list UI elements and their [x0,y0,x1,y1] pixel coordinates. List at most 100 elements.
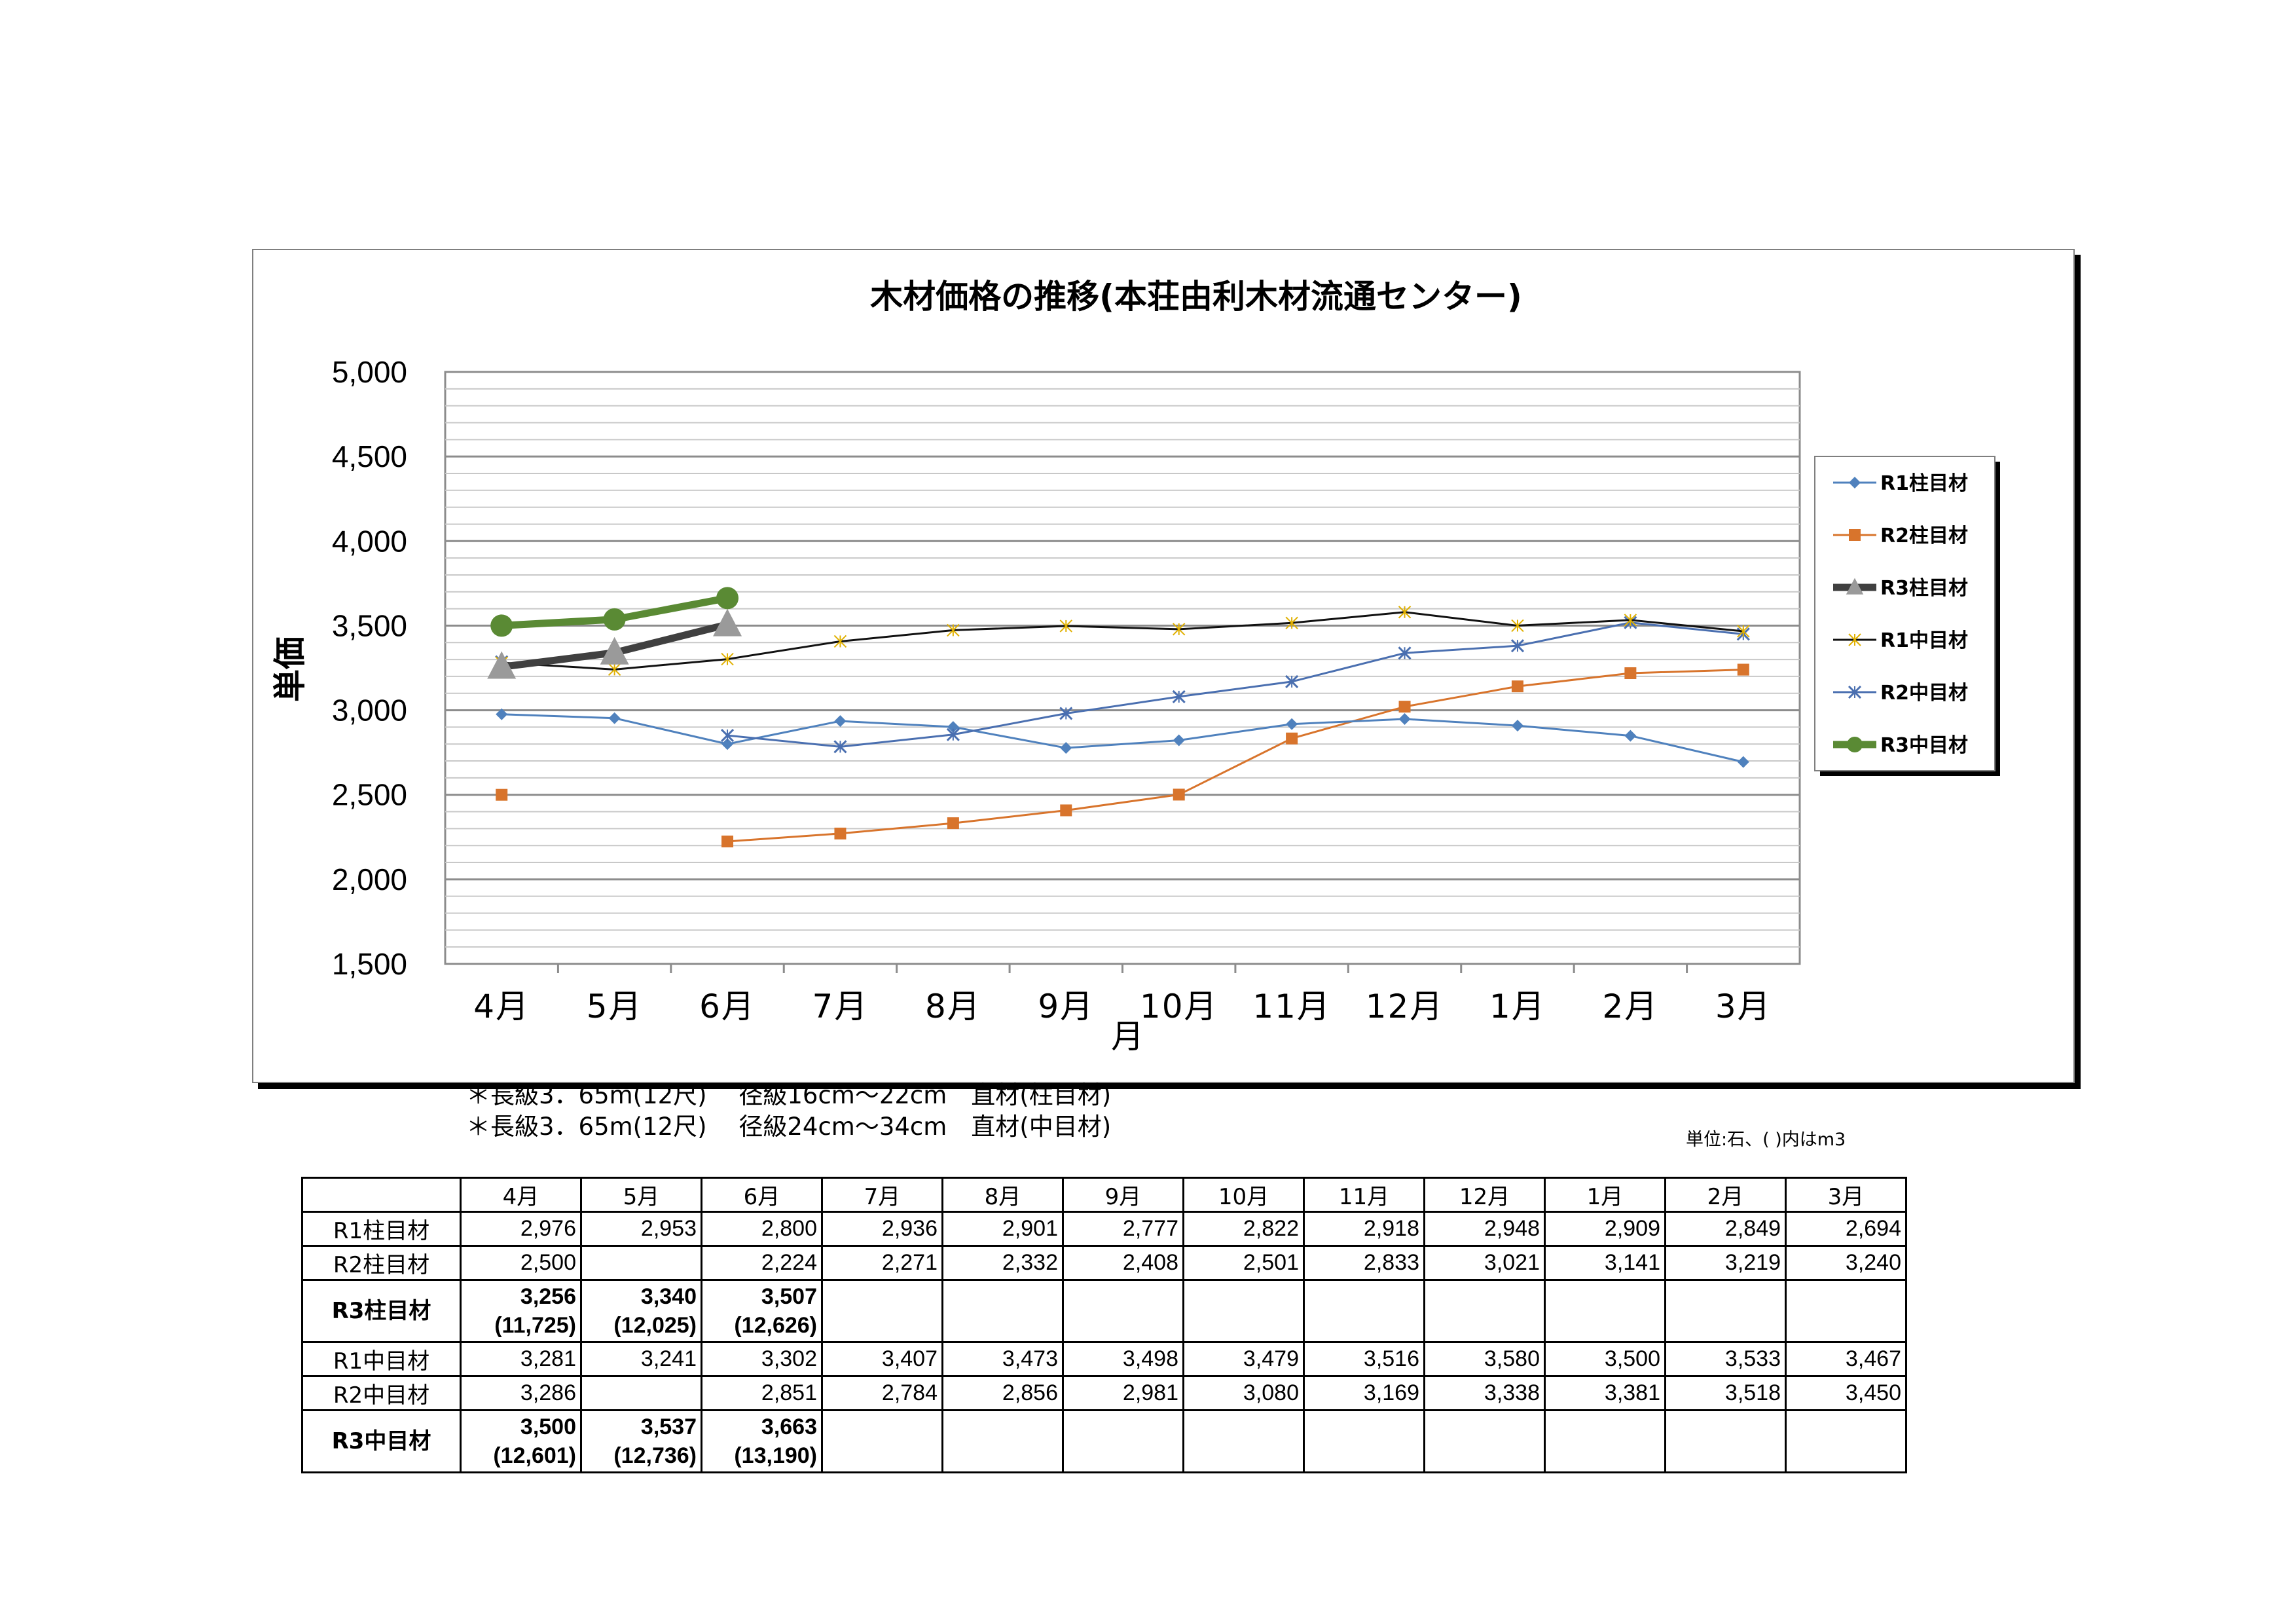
table-cell [1423,1409,1546,1473]
legend-marker [1848,685,1862,699]
table-cell: 3,241 [580,1341,702,1377]
y-tick-label: 5,000 [332,355,407,389]
cell-value: 3,507 [761,1284,817,1309]
data-point [608,663,621,676]
table-cell [1785,1409,1907,1473]
x-tick-label: 6月 [699,987,756,1025]
table-cell: 2,856 [941,1375,1064,1411]
data-point [1060,804,1072,817]
legend-item: R1中目材 [1833,629,1968,652]
x-tick-label: 3月 [1715,987,1772,1025]
table-cell [1182,1279,1305,1343]
table-row: R3中目材 3,500 (12,601) 3,537 (12,736) 3,663 (13,… [301,1409,1907,1473]
table-cell: 2,948 [1423,1211,1546,1247]
data-point [1059,707,1073,720]
table-cell: 3,580 [1423,1341,1546,1377]
series-1 [496,708,1749,768]
table-cell: 2,909 [1544,1211,1666,1247]
table-cell: 2,822 [1182,1211,1305,1247]
table-cell: 3,479 [1182,1341,1305,1377]
data-point [1737,625,1750,638]
table-header-cell: 3月 [1785,1177,1907,1213]
y-tick-label: 2,500 [332,778,407,812]
legend-marker [1846,578,1864,595]
table-cell: 3,169 [1303,1375,1425,1411]
y-tick-label: 4,000 [332,524,407,558]
data-point [1059,619,1072,633]
table-cell: 2,271 [821,1245,943,1281]
data-point [1510,639,1525,653]
table-cell [1664,1279,1787,1343]
table-header-cell: 11月 [1303,1177,1425,1213]
table-cell: 3,256 (11,725) [460,1279,582,1343]
table-cell: 3,302 [701,1341,823,1377]
data-point [1060,742,1072,754]
data-point [1173,788,1185,801]
table-header-cell: 8月 [941,1177,1064,1213]
series-line [500,611,1745,671]
price-table: 4月 5月 6月 7月 8月 9月 10月 11月 12月 1月 2月 3月 R1柱目材 2,976 2,… [301,1177,1907,1473]
x-tick-label: 11月 [1252,987,1331,1025]
table-header-cell: 5月 [580,1177,702,1213]
x-tick-label: 8月 [925,987,981,1025]
table-cell [1785,1279,1907,1343]
table-header-cell: 9月 [1062,1177,1184,1213]
table-cell: 2,981 [1062,1375,1184,1411]
data-point [833,740,847,754]
legend-item: R1柱目材 [1833,472,1968,495]
table-cell: 3,338 [1423,1375,1546,1411]
table-cell: 2,501 [1182,1245,1305,1281]
legend-label: R3柱目材 [1880,577,1968,600]
table-corner-cell [301,1177,462,1213]
y-tick-label: 2,000 [332,862,407,896]
table-cell: 3,533 [1664,1341,1787,1377]
table-cell: 3,281 [460,1341,582,1377]
legend-item: R3中目材 [1833,734,1968,757]
note-line-2: ＊長級3．65m(12尺) 径級24cm～34cm 直材(中目材) [466,1113,1112,1141]
table-header-cell: 4月 [460,1177,582,1213]
data-point [1511,680,1523,693]
table-cell: 2,851 [701,1375,823,1411]
cell-value: 3,663 [761,1414,817,1439]
table-cell: 3,537 (12,736) [580,1409,702,1473]
cell-subvalue: (11,725) [494,1313,576,1338]
table-cell: 2,976 [460,1211,582,1247]
data-point [496,788,508,801]
x-tick-label: 7月 [812,987,869,1025]
table-cell: 2,694 [1785,1211,1907,1247]
data-point [1737,663,1749,676]
series-6 [490,587,739,637]
table-cell: 2,408 [1062,1245,1184,1281]
table-cell: 2,800 [701,1211,823,1247]
data-point [496,708,508,720]
legend-item: R3柱目材 [1833,577,1968,600]
table-cell [941,1279,1064,1343]
data-point [1286,732,1298,745]
table-cell: 3,286 [460,1375,582,1411]
data-point [947,623,960,637]
series-layer [487,587,1750,848]
data-point [608,712,621,724]
data-point [1286,718,1298,730]
cell-subvalue: (12,736) [613,1443,697,1468]
table-cell: 3,516 [1303,1341,1425,1377]
x-tick-label: 9月 [1038,987,1094,1025]
row-label: R1中目材 [301,1341,462,1377]
data-point [721,738,734,750]
table-cell: 2,849 [1664,1211,1787,1247]
table-cell [821,1409,943,1473]
table-cell [821,1279,943,1343]
data-point [947,817,959,830]
table-cell: 3,021 [1423,1245,1546,1281]
series-4 [495,606,1750,676]
series-line [500,713,1745,764]
table-cell: 3,473 [941,1341,1064,1377]
data-point [1398,606,1412,619]
row-label: R3柱目材 [301,1279,462,1343]
legend-label: R1柱目材 [1880,472,1968,495]
table-cell: 3,080 [1182,1375,1305,1411]
data-point [1173,623,1186,636]
data-point [1398,646,1412,660]
data-point [720,728,735,743]
cell-value: 3,500 [520,1414,576,1439]
